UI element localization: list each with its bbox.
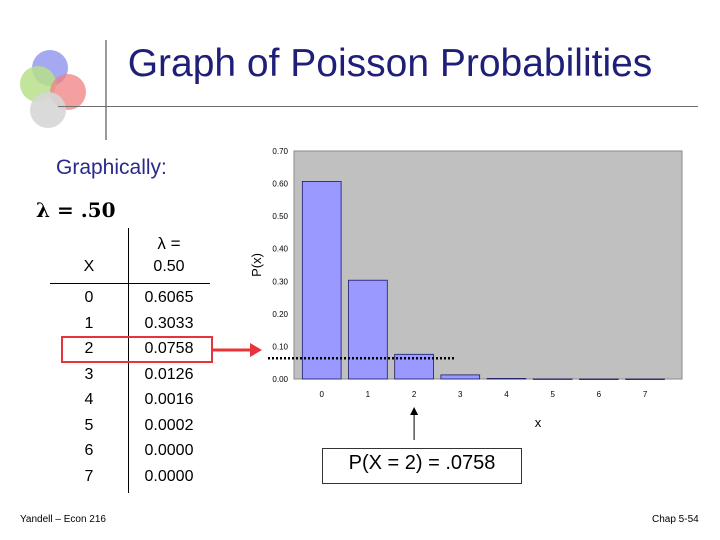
y-tick-label: 0.40 [272, 245, 288, 254]
callout-text: P(X = 2) = .0758 [348, 452, 496, 474]
bar-6 [579, 378, 619, 380]
table-cell-x: 6 [84, 442, 94, 459]
table-cell-x: 0 [84, 289, 94, 306]
table-cell-x: 4 [84, 391, 94, 408]
title-divider-horizontal [58, 106, 698, 107]
y-axis-label: P(x) [249, 253, 264, 277]
table-cell-x: 2 [84, 340, 94, 357]
callout-arrow-head [410, 407, 419, 415]
table-cell-probability: 0.0000 [144, 442, 194, 459]
table-header-lambda: λ = [157, 234, 181, 253]
y-tick-label: 0.30 [272, 277, 288, 286]
highlight-row-box [61, 336, 213, 363]
table-cell-probability: 0.0002 [144, 416, 194, 434]
x-tick-label: 4 [504, 390, 509, 399]
table-header-x: X [83, 258, 95, 275]
bar-4 [486, 378, 527, 380]
bar-3 [440, 374, 481, 380]
y-tick-label: 0.50 [272, 212, 288, 221]
x-tick-label: 2 [412, 390, 417, 399]
table-column-divider [128, 228, 129, 493]
bar-0 [301, 181, 342, 380]
page-title: Graph of Poisson Probabilities [127, 42, 653, 85]
callout-box [322, 448, 522, 484]
title-divider-vertical [105, 40, 107, 140]
table-cell-probability: 0.0016 [144, 391, 194, 408]
x-axis-label: x [535, 415, 542, 430]
table-cell-probability: 0.0758 [144, 340, 194, 357]
table-header-divider [50, 283, 210, 284]
logo-circles-decoration [20, 50, 86, 128]
y-tick-label: 0.60 [272, 180, 288, 189]
table-cell-x: 3 [84, 365, 94, 383]
table-cell-probability: 0.0126 [144, 365, 194, 383]
bar-1 [348, 279, 388, 380]
x-tick-label: 3 [458, 390, 463, 399]
x-tick-label: 0 [319, 390, 324, 399]
table-cell-x: 5 [84, 416, 94, 434]
x-tick-label: 7 [643, 390, 648, 399]
table-cell-x: 1 [84, 314, 94, 332]
x-tick-label: 6 [597, 390, 602, 399]
bar-5 [532, 378, 573, 380]
table-header-lambda-value: 0.50 [153, 258, 185, 275]
lambda-value-label: λ = .50 [36, 198, 116, 222]
x-tick-label: 1 [366, 390, 371, 399]
y-tick-label: 0.00 [272, 375, 288, 384]
y-tick-label: 0.10 [272, 342, 288, 351]
y-tick-label: 0.20 [272, 310, 288, 319]
table-cell-x: 7 [84, 467, 94, 485]
bar-7 [625, 378, 665, 380]
poisson-bar-chart: 0.00 0.10 0.20 0.30 0.40 0.50 0.60 0.70 0 1 2 3 4 5 6 7… [249, 147, 683, 440]
table-cell-probability: 0.6065 [144, 289, 194, 306]
table-cell-probability: 0.3033 [144, 314, 194, 332]
x-tick-label: 5 [550, 390, 555, 399]
footer-page-number: Chap 5-54 [652, 514, 699, 525]
y-tick-label: 0.70 [272, 147, 288, 156]
subtitle-text: Graphically: [56, 156, 167, 179]
footer-course: Yandell – Econ 216 [20, 514, 106, 525]
table-cell-probability: 0.0000 [144, 467, 194, 485]
